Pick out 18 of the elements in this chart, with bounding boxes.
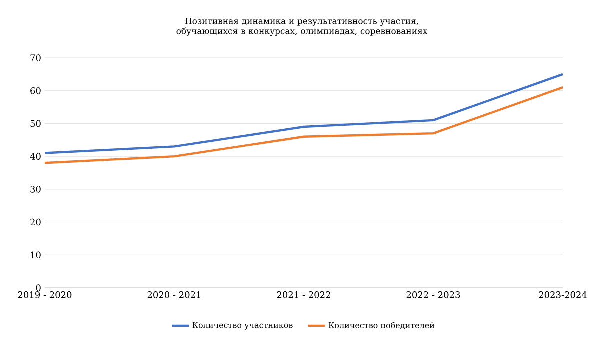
legend-label: Количество победителей: [328, 322, 435, 330]
legend-label: Количество участников: [192, 322, 293, 330]
y-tick-label: 10: [31, 252, 41, 259]
y-tick-label: 30: [30, 186, 41, 193]
y-tick-label: 0: [36, 284, 41, 292]
x-tick-label: 2020 - 2021: [148, 292, 200, 298]
chart-title: Позитивная динамика и результативность участия, обучающихся в конкурсах, олимпиадах, соревнованиях: [176, 18, 428, 36]
line-series: [44, 73, 564, 154]
y-tick-label: 40: [30, 153, 41, 160]
line-series: [44, 86, 564, 164]
x-tick-label: 2019 - 2020: [18, 292, 72, 298]
y-tick-label: 60: [30, 87, 41, 94]
x-tick-label: 2022 - 2023: [406, 292, 460, 298]
y-tick-label: 20: [30, 218, 41, 226]
x-tick-label: 2023-2024: [539, 292, 587, 298]
y-tick-label: 70: [30, 54, 41, 62]
y-tick-label: 50: [30, 120, 41, 128]
x-tick-label: 2021 - 2022: [277, 292, 330, 298]
